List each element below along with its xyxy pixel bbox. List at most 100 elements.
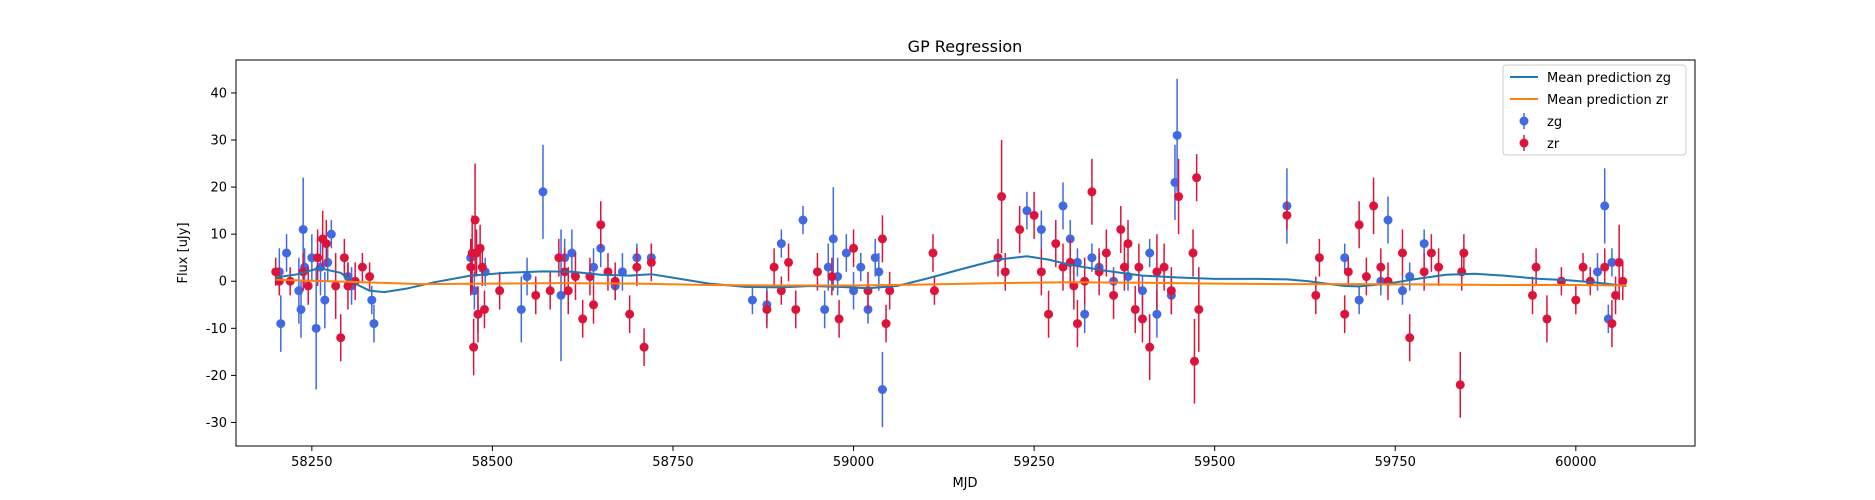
zr-data-point [1166,286,1176,296]
zr-data-point [1109,290,1119,300]
zr-data-point [1600,262,1610,272]
series-zr [271,140,1628,418]
zg-data-point [1022,206,1032,216]
zr-data-point [1058,262,1068,272]
zr-data-point [1015,224,1025,234]
zr-data-point [1434,262,1444,272]
zg-data-point [1397,286,1407,296]
zr-data-point [578,314,588,324]
zr-data-point [475,243,485,253]
zg-data-point [282,248,292,258]
zr-data-point [570,272,580,282]
legend-frame [1502,64,1687,156]
zr-data-point [834,314,844,324]
legend-label-zg-line: Mean prediction zg [1547,71,1671,86]
zg-data-point [1137,286,1147,296]
zr-data-point [470,215,480,225]
plot-area [271,78,1628,428]
zr-data-point [625,309,635,319]
zg-data-point [294,286,304,296]
zg-data-point [877,385,887,395]
zr-data-point [357,262,367,272]
legend-label-zr: zr [1547,137,1560,152]
zr-data-point [339,253,349,263]
zr-data-point [1119,262,1129,272]
zr-data-point [495,286,505,296]
zg-data-point [276,319,286,329]
legend-label-zg: zg [1547,115,1562,130]
zg-data-point [1172,130,1182,140]
zr-data-point [928,248,938,258]
zr-data-point [1542,314,1552,324]
zr-data-point [812,267,822,277]
zg-data-point [296,304,306,314]
zr-data-point [1188,248,1198,258]
zr-data-point [1137,314,1147,324]
zr-data-point [554,253,564,263]
zg-data-point [538,187,548,197]
zg-data-point [870,253,880,263]
zr-data-point [1607,319,1617,329]
zg-data-point [369,319,379,329]
zr-data-point [1455,380,1465,390]
zr-data-point [1029,210,1039,220]
x-axis-label: MJD [952,476,977,491]
zr-data-point [1618,276,1628,286]
zg-data-point [828,234,838,244]
zr-data-point [877,234,887,244]
zr-data-point [769,262,779,272]
zr-data-point [589,300,599,310]
x-tick-label: 58250 [291,455,332,470]
zr-data-point [336,333,346,343]
zr-data-point [1072,319,1082,329]
zr-data-point [1369,201,1379,211]
x-tick-label: 59250 [1013,455,1054,470]
zg-data-point [1607,257,1617,267]
zr-data-point [1571,295,1581,305]
zr-data-point [1051,239,1061,249]
zr-data-point [791,304,801,314]
x-tick-label: 58750 [652,455,693,470]
zr-data-point [1343,267,1353,277]
zg-data-point [522,272,532,282]
zg-data-point [617,267,627,277]
zr-data-point [1130,304,1140,314]
zr-data-point [1405,333,1415,343]
x-tick-label: 59000 [833,455,874,470]
zg-data-point [1354,295,1364,305]
zr-data-point [343,281,353,291]
y-tick-label: 10 [210,228,227,243]
zr-data-point [1531,262,1541,272]
y-axis-ticks: -30 -20 -10 0 10 20 30 40 [206,86,236,431]
zr-data-point [479,304,489,314]
zr-data-point [1159,262,1169,272]
zr-data-point [1101,248,1111,258]
zr-data-point [827,272,837,282]
legend-swatch-zr-marker [1519,138,1529,148]
zr-data-point [997,192,1007,202]
zr-data-point [473,309,483,319]
series-zg [274,78,1617,428]
zr-data-point [1087,187,1097,197]
zg-data-point [856,262,866,272]
legend-label-zr-line: Mean prediction zr [1547,93,1669,108]
mean-prediction-zr-line [275,278,1627,287]
zr-data-point [477,262,487,272]
zg-data-point [1340,253,1350,263]
zg-data-point [1058,201,1068,211]
zg-data-point [1600,201,1610,211]
zg-data-point [367,295,377,305]
zr-data-point [1189,356,1199,366]
zr-data-point [1080,276,1090,286]
zr-data-point [1036,267,1046,277]
zr-data-point [1376,262,1386,272]
zg-data-point [841,248,851,258]
zg-data-point [1592,267,1602,277]
zr-data-point [1000,267,1010,277]
zg-data-point [311,323,321,333]
zr-data-point [1426,248,1436,258]
zg-data-point [298,224,308,234]
zr-data-point [1361,272,1371,282]
zr-data-point [596,220,606,230]
